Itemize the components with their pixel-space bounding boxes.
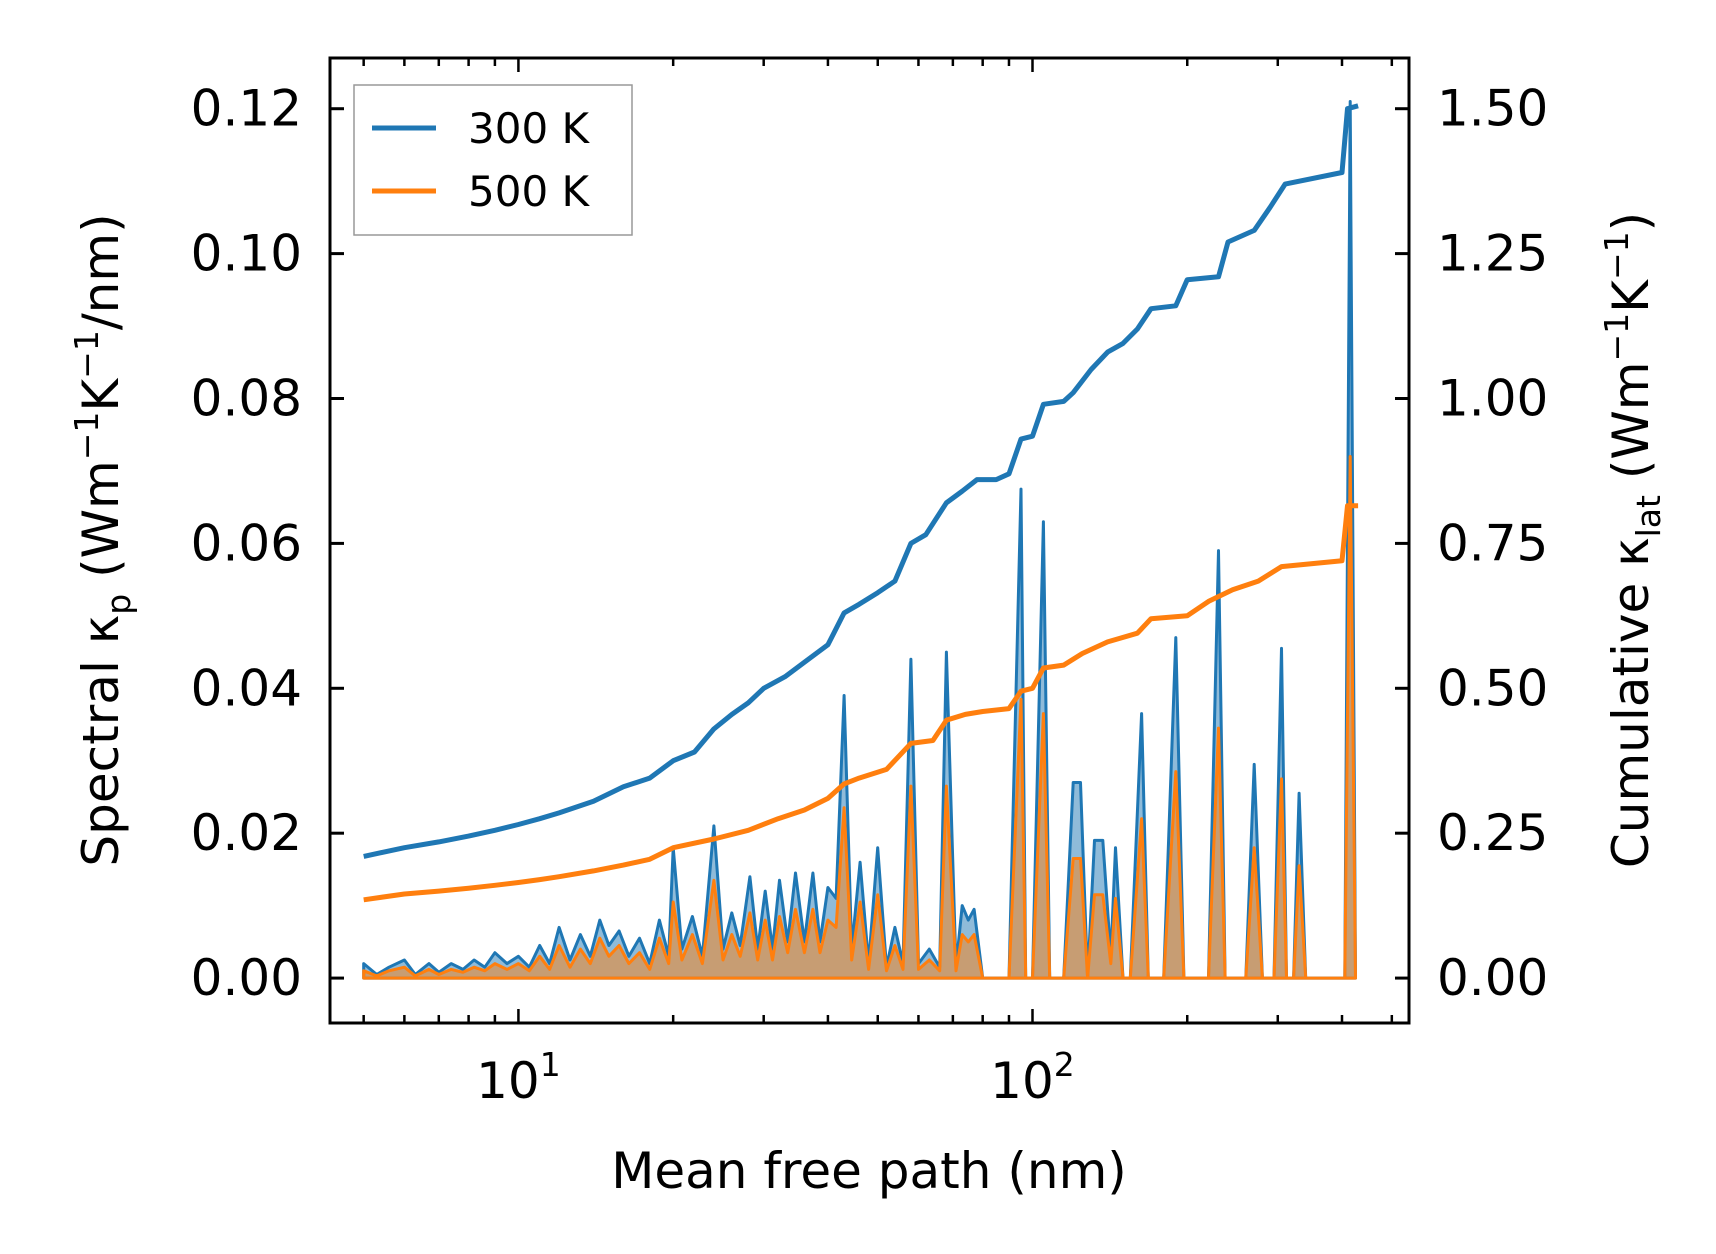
right-y-tick-label: 0.25 <box>1437 804 1548 862</box>
left-y-tick-label: 0.12 <box>191 80 302 138</box>
spectral-area-500k <box>362 455 1357 980</box>
left-y-title-sub: p <box>99 594 138 615</box>
left-y-title-sup2: −1 <box>67 330 106 379</box>
left-y-tick-label: 0.00 <box>191 949 302 1007</box>
right-y-title-units-pre: (Wm <box>1602 361 1660 495</box>
legend: 300 K 500 K <box>353 84 633 236</box>
right-y-axis-title: Cumulative κlat (Wm−1K−1) <box>1597 212 1668 868</box>
right-y-title-sup2: −1 <box>1597 231 1636 280</box>
cumulative-line-500k <box>363 503 1359 903</box>
legend-label-500k: 500 K <box>468 167 591 216</box>
left-y-tick-label: 0.02 <box>191 804 302 862</box>
right-y-tick-label: 0.75 <box>1437 514 1548 572</box>
right-y-title-units-mid: K <box>1602 279 1660 313</box>
right-y-tick-label: 1.00 <box>1437 370 1548 428</box>
x-axis-title: Mean free path (nm) <box>611 1142 1127 1200</box>
tick-layer: 0.00 0.02 0.04 0.06 0.08 0.10 0.12 0.00 0.25 0.50… <box>191 58 1548 1110</box>
right-y-title-sub: lat <box>1629 495 1668 537</box>
left-y-tick-label: 0.08 <box>191 370 302 428</box>
right-y-tick-label: 1.25 <box>1437 225 1548 283</box>
cumulative-line-300k <box>363 103 1359 859</box>
x-tick-label: 102 <box>990 1045 1075 1110</box>
left-y-tick-label: 0.06 <box>191 514 302 572</box>
left-y-title-sup1: −1 <box>67 412 106 461</box>
legend-box <box>353 84 633 236</box>
right-y-tick-label: 1.50 <box>1437 80 1548 138</box>
left-y-title-main: Spectral κ <box>72 615 130 867</box>
x-tick-label: 101 <box>476 1045 561 1110</box>
plot-frame <box>328 56 1411 1025</box>
right-y-title-units-post: ) <box>1602 212 1660 232</box>
left-y-tick-label: 0.10 <box>191 225 302 283</box>
left-y-axis-title: Spectral κp (Wm−1K−1/nm) <box>67 213 138 866</box>
right-y-tick-label: 0.50 <box>1437 659 1548 717</box>
spectral-fill-layer <box>362 100 1357 980</box>
legend-label-300k: 300 K <box>468 104 591 153</box>
left-y-tick-label: 0.04 <box>191 659 302 717</box>
right-y-tick-label: 0.00 <box>1437 949 1548 1007</box>
series-line-layer <box>363 103 1359 903</box>
left-y-title-units-mid: K <box>72 378 130 412</box>
left-y-title-units-pre: (Wm <box>72 460 130 594</box>
right-y-title-sup1: −1 <box>1597 313 1636 362</box>
right-y-title-main: Cumulative κ <box>1602 537 1660 868</box>
left-y-title-units-post: /nm) <box>72 213 130 330</box>
